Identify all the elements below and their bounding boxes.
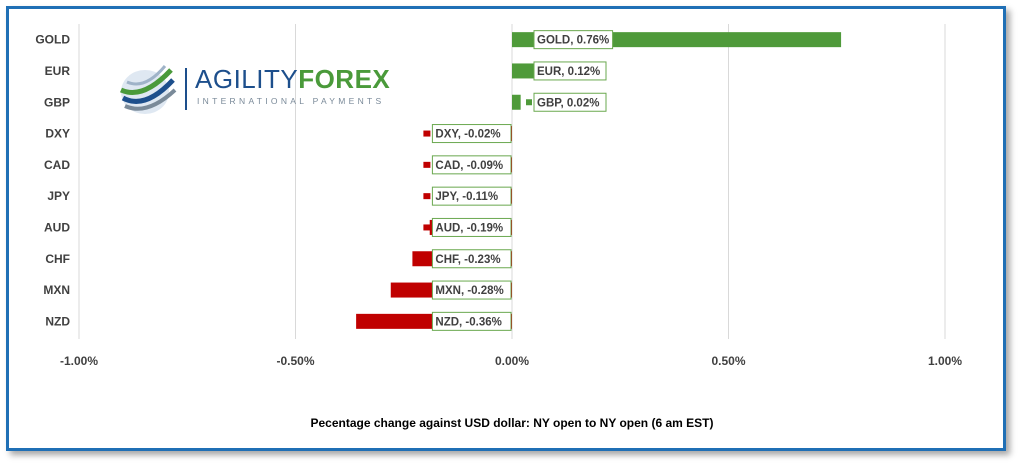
data-label-box bbox=[431, 155, 512, 175]
category-label: EUR bbox=[45, 64, 71, 78]
logo-subtitle: INTERNATIONAL PAYMENTS bbox=[197, 96, 385, 106]
bar-gbp bbox=[512, 94, 521, 110]
data-label: GOLD, 0.76% bbox=[537, 35, 609, 47]
label-marker bbox=[423, 255, 431, 262]
data-label-box bbox=[533, 61, 607, 81]
chart-caption: Pecentage change against USD dollar: NY … bbox=[310, 416, 714, 430]
data-label: JPY, -0.11% bbox=[435, 191, 498, 203]
label-marker bbox=[423, 130, 431, 137]
data-label-box bbox=[431, 280, 512, 300]
label-marker bbox=[526, 36, 532, 43]
x-tick-label: 0.50% bbox=[711, 354, 745, 368]
data-label-box bbox=[431, 249, 512, 269]
data-label: MXN, -0.28% bbox=[435, 285, 503, 297]
globe-swoosh-icon bbox=[119, 65, 177, 114]
label-marker bbox=[423, 318, 431, 325]
data-label: CHF, -0.23% bbox=[435, 254, 500, 266]
data-label-box bbox=[431, 217, 512, 237]
category-label: GBP bbox=[44, 95, 70, 109]
x-tick-label: 0.00% bbox=[495, 354, 529, 368]
data-label: NZD, -0.36% bbox=[435, 316, 501, 328]
x-tick-label: -0.50% bbox=[276, 354, 314, 368]
data-label: DXY, -0.02% bbox=[435, 129, 500, 141]
data-label-box bbox=[533, 30, 614, 50]
data-label-box bbox=[431, 311, 512, 331]
category-label: MXN bbox=[43, 283, 70, 297]
category-label: GOLD bbox=[35, 33, 70, 47]
agility-forex-logo: AGILITYFOREX INTERNATIONAL PAYMENTS bbox=[115, 60, 390, 120]
category-label: CHF bbox=[45, 252, 70, 266]
data-label-box bbox=[431, 186, 512, 206]
x-tick-label: -1.00% bbox=[60, 354, 98, 368]
category-label: JPY bbox=[47, 189, 70, 203]
logo-wordmark: AGILITYFOREX bbox=[195, 64, 391, 94]
data-label-box bbox=[431, 124, 512, 144]
data-label-box bbox=[533, 92, 607, 112]
label-marker bbox=[526, 67, 532, 74]
data-label: EUR, 0.12% bbox=[537, 66, 600, 78]
data-label: GBP, 0.02% bbox=[537, 97, 599, 109]
label-marker bbox=[423, 193, 431, 200]
logo-divider bbox=[185, 68, 187, 110]
label-marker bbox=[423, 224, 431, 231]
label-marker bbox=[423, 161, 431, 168]
label-marker bbox=[423, 287, 431, 294]
data-label: CAD, -0.09% bbox=[435, 160, 503, 172]
label-marker bbox=[526, 99, 532, 106]
data-label: AUD, -0.19% bbox=[435, 222, 503, 234]
category-label: AUD bbox=[44, 220, 70, 234]
category-label: DXY bbox=[45, 127, 70, 141]
category-label: NZD bbox=[45, 314, 70, 328]
category-label: CAD bbox=[44, 158, 70, 172]
x-tick-label: 1.00% bbox=[928, 354, 962, 368]
